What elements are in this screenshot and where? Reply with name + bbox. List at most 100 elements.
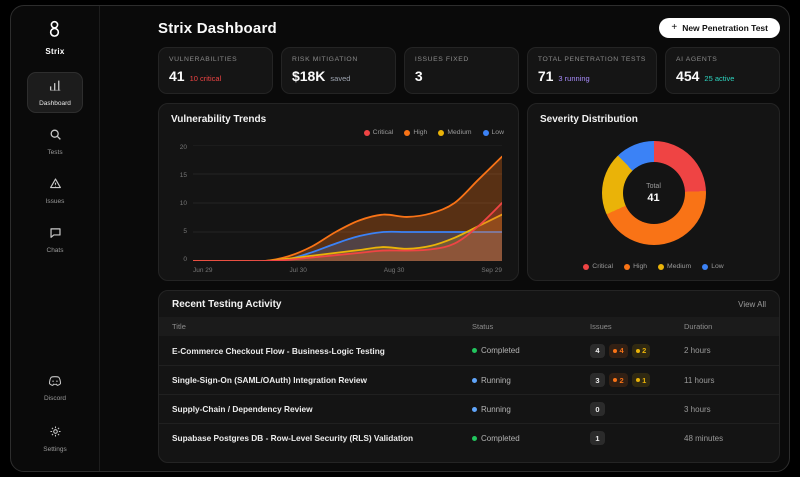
stat-label: Vulnerabilities bbox=[169, 56, 262, 63]
col-status: Status bbox=[472, 322, 590, 331]
sidebar-item-label: Settings bbox=[43, 446, 67, 453]
sidebar-bottom-nav: Discord Settings bbox=[27, 367, 83, 459]
sidebar-item-label: Discord bbox=[44, 395, 66, 402]
stat-card-total-penetration-tests: Total Penetration Tests713 running bbox=[527, 47, 657, 94]
status-label: Running bbox=[481, 405, 511, 414]
col-title: Title bbox=[172, 322, 472, 331]
sidebar-item-label: Tests bbox=[47, 149, 62, 156]
sidebar-item-dashboard[interactable]: Dashboard bbox=[27, 72, 83, 113]
search-icon bbox=[49, 128, 62, 146]
test-title: Supabase Postgres DB - Row-Level Securit… bbox=[172, 433, 472, 443]
activity-header: Recent Testing Activity View All bbox=[159, 291, 779, 317]
sidebar-item-issues[interactable]: Issues bbox=[27, 170, 83, 211]
stat-cards-row: Vulnerabilities4110 criticalRisk Mitigat… bbox=[158, 47, 780, 94]
stat-value: 3 bbox=[415, 68, 423, 84]
legend-dot bbox=[624, 264, 630, 270]
donut-area: Total 41 bbox=[540, 125, 767, 261]
legend-item-medium: Medium bbox=[658, 263, 691, 270]
issues-cell: 442 bbox=[590, 344, 684, 358]
duration-label: 3 hours bbox=[684, 405, 766, 414]
dashboard-icon bbox=[49, 79, 62, 97]
view-all-link[interactable]: View All bbox=[738, 300, 766, 309]
table-column-headers: Title Status Issues Duration bbox=[159, 317, 779, 336]
trends-chart: 20151050 Jun 29Jul 30Aug 30Sep 29 bbox=[171, 143, 506, 274]
status-dot bbox=[472, 378, 477, 383]
issues-total-badge: 0 bbox=[590, 402, 605, 416]
stat-subtext: 25 active bbox=[704, 74, 734, 83]
status-cell: Running bbox=[472, 376, 590, 385]
app-window: Strix Dashboard Tests Issues Chats Discord S… bbox=[10, 5, 790, 472]
sidebar-item-label: Chats bbox=[47, 247, 64, 254]
alert-icon bbox=[49, 177, 62, 195]
sidebar-item-tests[interactable]: Tests bbox=[27, 121, 83, 162]
issues-severity-badge: 2 bbox=[609, 373, 628, 387]
legend-item-low: Low bbox=[483, 129, 504, 136]
settings-icon bbox=[49, 425, 62, 443]
x-axis-labels: Jun 29Jul 30Aug 30Sep 29 bbox=[193, 267, 502, 274]
issues-total-badge: 1 bbox=[590, 431, 605, 445]
stat-card-issues-fixed: Issues Fixed 3 bbox=[404, 47, 519, 94]
stat-value: 454 bbox=[676, 68, 699, 84]
severity-legend: CriticalHighMediumLow bbox=[540, 263, 767, 270]
status-label: Running bbox=[481, 376, 511, 385]
legend-label: High bbox=[413, 129, 427, 136]
activity-table-row[interactable]: Supply-Chain / Dependency Review Running 0… bbox=[159, 394, 779, 423]
plus-icon: + bbox=[671, 23, 677, 33]
brand-label: Strix bbox=[45, 47, 64, 56]
status-label: Completed bbox=[481, 346, 520, 355]
stat-label: Total Penetration Tests bbox=[538, 56, 646, 63]
legend-item-high: High bbox=[624, 263, 647, 270]
chat-icon bbox=[49, 226, 62, 244]
trends-legend: Critical High Medium Low bbox=[364, 129, 504, 136]
status-cell: Completed bbox=[472, 434, 590, 443]
legend-item-medium: Medium bbox=[438, 129, 471, 136]
stat-label: AI Agents bbox=[676, 56, 769, 63]
stat-value: $18K bbox=[292, 68, 325, 84]
stat-label: Issues Fixed bbox=[415, 56, 508, 63]
col-issues: Issues bbox=[590, 322, 684, 331]
status-label: Completed bbox=[481, 434, 520, 443]
sidebar-item-settings[interactable]: Settings bbox=[27, 418, 83, 459]
issues-severity-badge: 2 bbox=[632, 344, 651, 358]
legend-dot bbox=[583, 264, 589, 270]
legend-item-critical: Critical bbox=[364, 129, 394, 136]
status-dot bbox=[472, 348, 477, 353]
legend-dot bbox=[404, 130, 410, 136]
issues-severity-badge: 1 bbox=[632, 373, 651, 387]
sidebar: Strix Dashboard Tests Issues Chats Discord S… bbox=[11, 6, 100, 471]
activity-table-row[interactable]: E-Commerce Checkout Flow - Business-Logi… bbox=[159, 336, 779, 365]
activity-table-row[interactable]: Supabase Postgres DB - Row-Level Securit… bbox=[159, 423, 779, 452]
legend-dot bbox=[438, 130, 444, 136]
stat-card-risk-mitigation: Risk Mitigation$18Ksaved bbox=[281, 47, 396, 94]
stat-subtext: 3 running bbox=[558, 74, 589, 83]
test-title: Supply-Chain / Dependency Review bbox=[172, 404, 472, 414]
duration-label: 11 hours bbox=[684, 376, 766, 385]
donut-center: Total 41 bbox=[623, 162, 685, 224]
new-penetration-test-button[interactable]: + New Penetration Test bbox=[659, 18, 780, 38]
issues-cell: 321 bbox=[590, 373, 684, 387]
duration-label: 48 minutes bbox=[684, 434, 766, 443]
legend-label: High bbox=[633, 263, 647, 270]
status-dot bbox=[472, 407, 477, 412]
sidebar-item-discord[interactable]: Discord bbox=[27, 367, 83, 408]
table-body: E-Commerce Checkout Flow - Business-Logi… bbox=[159, 336, 779, 452]
vulnerability-trends-panel: Vulnerability Trends CriticalHighMediumL… bbox=[158, 103, 519, 281]
trend-area-chart bbox=[193, 145, 502, 261]
severity-dot bbox=[613, 378, 617, 382]
legend-dot bbox=[702, 264, 708, 270]
main-content: Strix Dashboard + New Penetration Test V… bbox=[100, 6, 789, 471]
activity-table-row[interactable]: Single-Sign-On (SAML/OAuth) Integration … bbox=[159, 365, 779, 394]
legend-dot bbox=[658, 264, 664, 270]
sidebar-item-chats[interactable]: Chats bbox=[27, 219, 83, 260]
status-dot bbox=[472, 436, 477, 441]
legend-label: Critical bbox=[373, 129, 394, 136]
issues-total-badge: 4 bbox=[590, 344, 605, 358]
legend-dot bbox=[364, 130, 370, 136]
legend-item-low: Low bbox=[702, 263, 723, 270]
stat-label: Risk Mitigation bbox=[292, 56, 385, 63]
y-axis-labels: 20151050 bbox=[171, 143, 187, 261]
trend-plot-area bbox=[193, 145, 502, 261]
sidebar-item-label: Issues bbox=[46, 198, 65, 205]
recent-activity-panel: Recent Testing Activity View All Title S… bbox=[158, 290, 780, 463]
stat-subtext: 10 critical bbox=[190, 74, 222, 83]
